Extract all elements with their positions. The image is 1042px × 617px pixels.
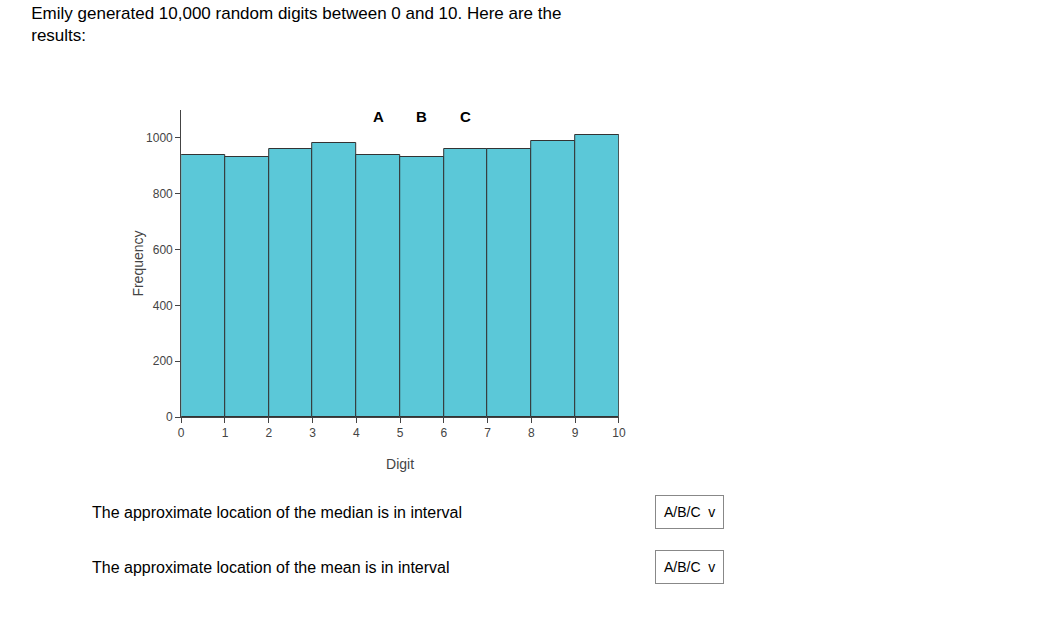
svg-text:0: 0 (166, 410, 173, 424)
svg-text:200: 200 (153, 354, 173, 368)
svg-text:A: A (373, 108, 384, 125)
svg-text:C: C (460, 108, 471, 125)
svg-text:9: 9 (572, 426, 579, 440)
svg-text:The approximate location of th: The approximate location of the mean is … (92, 559, 450, 576)
svg-text:A/B/C v: A/B/C v (664, 504, 715, 520)
svg-text:600: 600 (153, 243, 173, 257)
svg-text:A/B/C v: A/B/C v (664, 559, 715, 575)
svg-text:2: 2 (265, 426, 272, 440)
svg-text:400: 400 (153, 299, 173, 313)
svg-text:1: 1 (222, 426, 229, 440)
svg-text:B: B (416, 108, 427, 125)
svg-text:0: 0 (178, 426, 185, 440)
svg-text:4: 4 (353, 426, 360, 440)
svg-text:3: 3 (309, 426, 316, 440)
svg-text:5: 5 (397, 426, 404, 440)
svg-text:Frequency: Frequency (130, 230, 146, 296)
svg-text:8: 8 (528, 426, 535, 440)
svg-text:Emily generated 10,000 random: Emily generated 10,000 random digits bet… (31, 4, 561, 45)
svg-text:Digit: Digit (386, 456, 414, 472)
svg-text:1000: 1000 (146, 131, 173, 145)
svg-text:7: 7 (484, 426, 491, 440)
svg-text:The approximate location of th: The approximate location of the median i… (92, 504, 462, 521)
svg-text:10: 10 (612, 426, 626, 440)
svg-text:800: 800 (153, 187, 173, 201)
svg-text:6: 6 (441, 426, 448, 440)
